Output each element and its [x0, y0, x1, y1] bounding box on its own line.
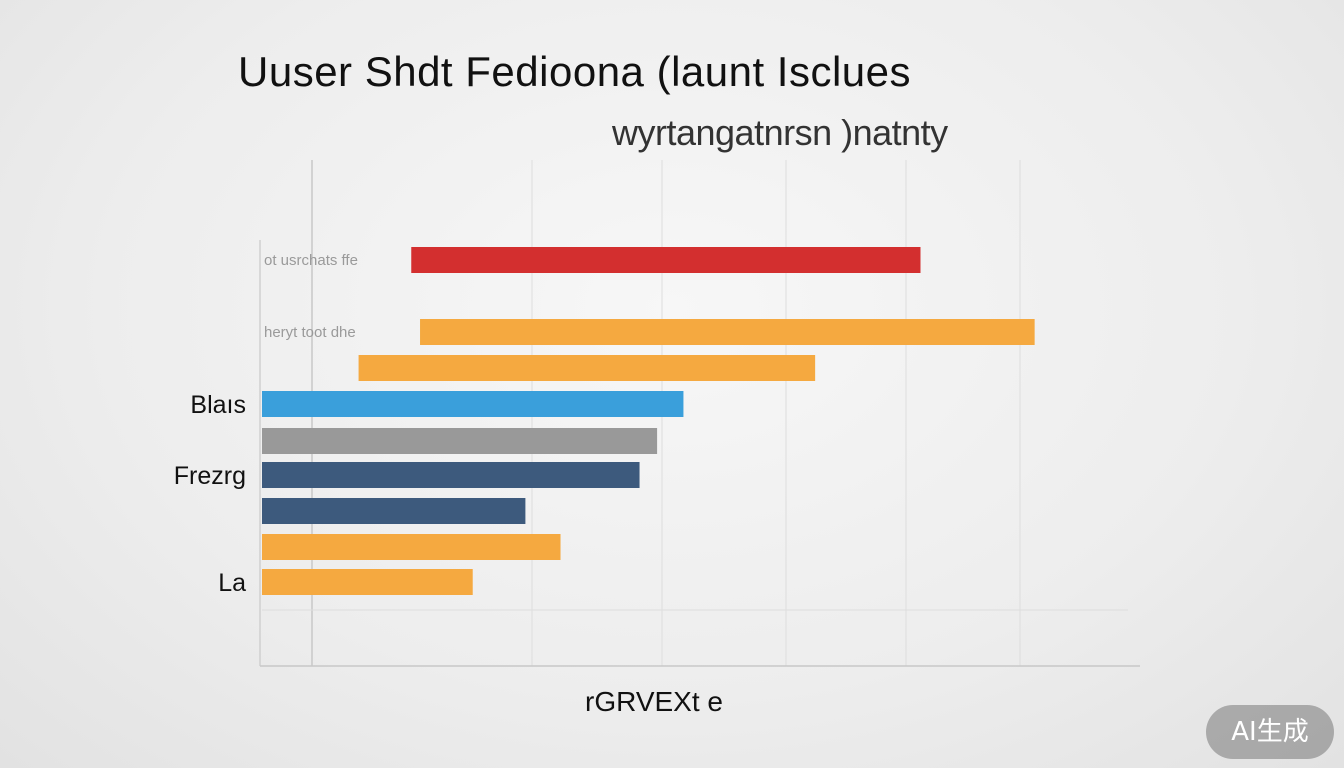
bar	[358, 355, 816, 381]
chart-subtitle: wyrtangatnrsn )natnty	[612, 112, 948, 153]
category-label: La	[218, 569, 246, 597]
category-labels: ot usrchats ffe heryt toot dhe Blaıs Frezrg…	[174, 252, 358, 597]
bar	[262, 498, 526, 524]
bar	[262, 534, 561, 560]
category-label: heryt toot dhe	[264, 324, 356, 341]
bar	[262, 428, 658, 454]
bar	[262, 391, 684, 417]
category-label: Frezrg	[174, 462, 246, 490]
x-axis-label: rGRVEXt e	[585, 686, 723, 717]
bars	[262, 247, 1035, 595]
chart-title: Uuser Shdt Fedioona (launt Isclues	[238, 48, 912, 95]
bar	[262, 462, 640, 488]
bar	[411, 247, 921, 273]
bar	[420, 319, 1035, 345]
category-label: Blaıs	[190, 391, 246, 419]
axes	[259, 240, 1140, 667]
category-label: ot usrchats ffe	[264, 252, 358, 269]
bar	[262, 569, 473, 595]
ai-generated-badge: AI生成	[1206, 705, 1334, 759]
